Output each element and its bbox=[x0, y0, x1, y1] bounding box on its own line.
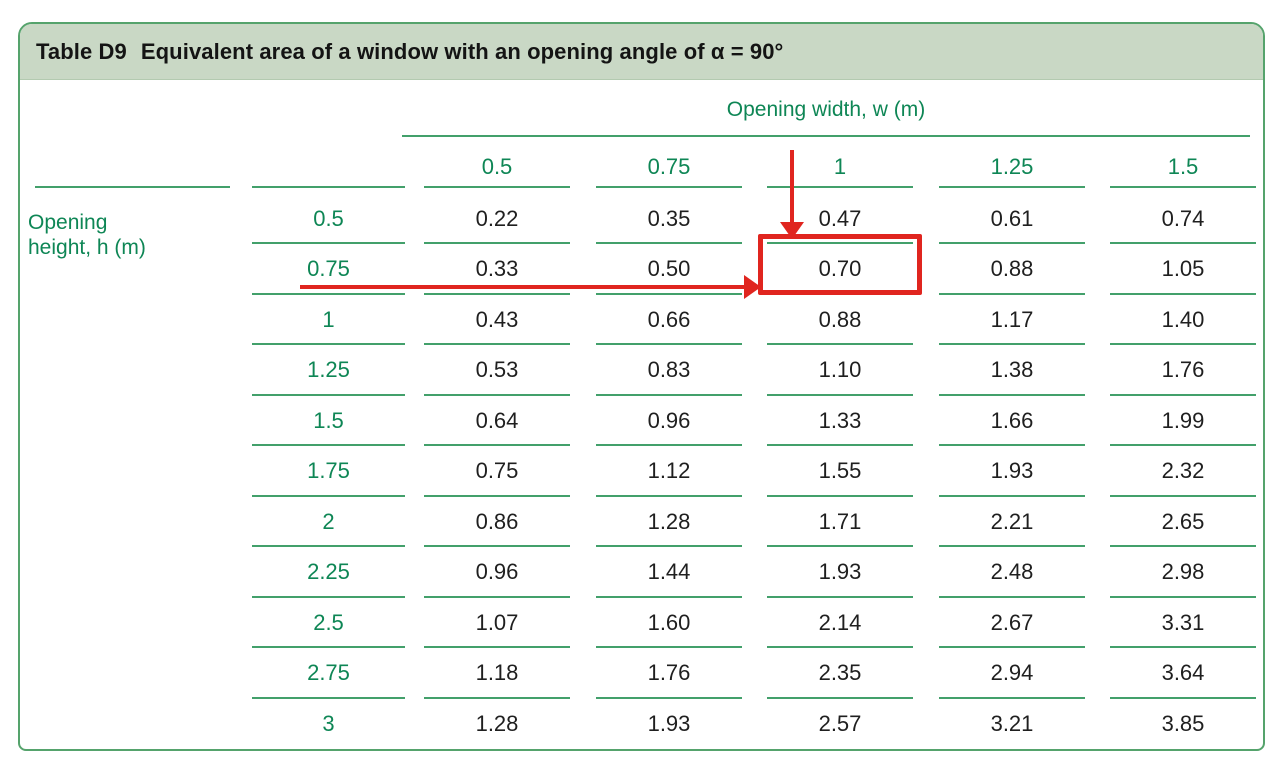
data-cell: 0.75 bbox=[424, 446, 570, 497]
column-header: 1.5 bbox=[1110, 148, 1256, 188]
row-header-height: 0.5 bbox=[252, 193, 405, 244]
column-header: 1.25 bbox=[939, 148, 1085, 188]
data-cell: 0.43 bbox=[424, 294, 570, 345]
right-arrow-line bbox=[300, 285, 744, 289]
data-cell: 1.28 bbox=[596, 496, 742, 547]
table-row: 1.25 0.53 0.83 1.10 1.38 1.76 bbox=[20, 345, 1263, 396]
row-header-height: 2.75 bbox=[252, 648, 405, 699]
data-cell: 2.35 bbox=[767, 648, 913, 699]
data-cell: 1.18 bbox=[424, 648, 570, 699]
row-header-height: 0.75 bbox=[252, 244, 405, 295]
data-cell: 1.60 bbox=[596, 597, 742, 648]
right-arrow-head-icon bbox=[744, 275, 761, 299]
table-title: Table D9 Equivalent area of a window wit… bbox=[20, 24, 1263, 80]
data-cell: 0.64 bbox=[424, 395, 570, 446]
data-cell: 1.76 bbox=[596, 648, 742, 699]
data-cell: 1.66 bbox=[939, 395, 1085, 446]
column-group-underline bbox=[402, 135, 1250, 137]
table-title-number: Table D9 bbox=[36, 38, 127, 64]
table-body: 0.5 0.22 0.35 0.47 0.61 0.74 0.75 0.33 0… bbox=[20, 24, 1263, 749]
data-cell: 0.96 bbox=[424, 547, 570, 598]
highlight-box bbox=[758, 234, 922, 295]
down-arrow-line bbox=[790, 150, 794, 224]
data-cell: 2.94 bbox=[939, 648, 1085, 699]
column-header: 0.75 bbox=[596, 148, 742, 188]
table-row: 1.75 0.75 1.12 1.55 1.93 2.32 bbox=[20, 446, 1263, 497]
table-row: 3 1.28 1.93 2.57 3.21 3.85 bbox=[20, 698, 1263, 749]
data-cell: 0.33 bbox=[424, 244, 570, 295]
data-cell: 3.31 bbox=[1110, 597, 1256, 648]
data-cell: 0.66 bbox=[596, 294, 742, 345]
column-group-header: Opening width, w (m) bbox=[726, 98, 926, 121]
data-cell: 1.40 bbox=[1110, 294, 1256, 345]
row-header-height: 1.25 bbox=[252, 345, 405, 396]
row-header-height: 2 bbox=[252, 496, 405, 547]
data-cell: 1.76 bbox=[1110, 345, 1256, 396]
data-cell: 1.28 bbox=[475, 710, 519, 736]
data-cell: 0.83 bbox=[596, 345, 742, 396]
data-cell: 1.99 bbox=[1110, 395, 1256, 446]
row-stub-underline bbox=[252, 186, 405, 188]
data-cell: 3.85 bbox=[1161, 710, 1205, 736]
data-cell: 0.35 bbox=[596, 193, 742, 244]
data-cell: 2.32 bbox=[1110, 446, 1256, 497]
column-header: 0.5 bbox=[424, 148, 570, 188]
data-cell: 1.44 bbox=[596, 547, 742, 598]
table-row: 2 0.86 1.28 1.71 2.21 2.65 bbox=[20, 496, 1263, 547]
data-cell: 1.93 bbox=[767, 547, 913, 598]
data-cell: 1.55 bbox=[767, 446, 913, 497]
data-cell: 2.21 bbox=[939, 496, 1085, 547]
data-cell: 2.65 bbox=[1110, 496, 1256, 547]
table-d9: Table D9 Equivalent area of a window wit… bbox=[18, 22, 1265, 751]
table-row: 1 0.43 0.66 0.88 1.17 1.40 bbox=[20, 294, 1263, 345]
data-cell: 2.57 bbox=[818, 710, 862, 736]
column-header: 1 bbox=[767, 148, 913, 188]
data-cell: 1.71 bbox=[767, 496, 913, 547]
data-cell: 3.64 bbox=[1110, 648, 1256, 699]
row-header-height: 3 bbox=[322, 710, 335, 736]
data-cell: 0.88 bbox=[767, 294, 913, 345]
table-row: 2.25 0.96 1.44 1.93 2.48 2.98 bbox=[20, 547, 1263, 598]
table-row: 0.75 0.33 0.50 0.70 0.88 1.05 bbox=[20, 244, 1263, 295]
data-cell: 1.17 bbox=[939, 294, 1085, 345]
row-group-label: Opening height, h (m) bbox=[28, 211, 146, 259]
data-cell: 2.67 bbox=[939, 597, 1085, 648]
data-cell: 0.86 bbox=[424, 496, 570, 547]
data-cell: 2.98 bbox=[1110, 547, 1256, 598]
table-title-text: Equivalent area of a window with an open… bbox=[140, 38, 784, 64]
data-cell: 0.47 bbox=[767, 193, 913, 244]
data-cell: 1.12 bbox=[596, 446, 742, 497]
row-header-height: 2.25 bbox=[252, 547, 405, 598]
data-cell: 0.50 bbox=[596, 244, 742, 295]
data-cell: 0.70 bbox=[767, 244, 913, 295]
data-cell: 1.05 bbox=[1110, 244, 1256, 295]
data-cell: 2.48 bbox=[939, 547, 1085, 598]
data-cell: 0.88 bbox=[939, 244, 1085, 295]
data-cell: 2.14 bbox=[767, 597, 913, 648]
data-cell: 1.07 bbox=[424, 597, 570, 648]
table-row: 2.5 1.07 1.60 2.14 2.67 3.31 bbox=[20, 597, 1263, 648]
data-cell: 0.96 bbox=[596, 395, 742, 446]
table-row: 2.75 1.18 1.76 2.35 2.94 3.64 bbox=[20, 648, 1263, 699]
data-cell: 1.33 bbox=[767, 395, 913, 446]
data-cell: 1.93 bbox=[647, 710, 691, 736]
data-cell: 0.61 bbox=[939, 193, 1085, 244]
row-header-height: 2.5 bbox=[252, 597, 405, 648]
data-cell: 1.10 bbox=[767, 345, 913, 396]
data-cell: 1.38 bbox=[939, 345, 1085, 396]
data-cell: 0.22 bbox=[424, 193, 570, 244]
data-cell: 0.53 bbox=[424, 345, 570, 396]
data-cell: 1.93 bbox=[939, 446, 1085, 497]
data-cell: 0.74 bbox=[1110, 193, 1256, 244]
row-header-height: 1.75 bbox=[252, 446, 405, 497]
row-header-height: 1 bbox=[252, 294, 405, 345]
table-row: 1.5 0.64 0.96 1.33 1.66 1.99 bbox=[20, 395, 1263, 446]
data-cell: 3.21 bbox=[990, 710, 1034, 736]
row-group-underline bbox=[35, 186, 230, 188]
table-row: 0.5 0.22 0.35 0.47 0.61 0.74 bbox=[20, 193, 1263, 244]
row-header-height: 1.5 bbox=[252, 395, 405, 446]
